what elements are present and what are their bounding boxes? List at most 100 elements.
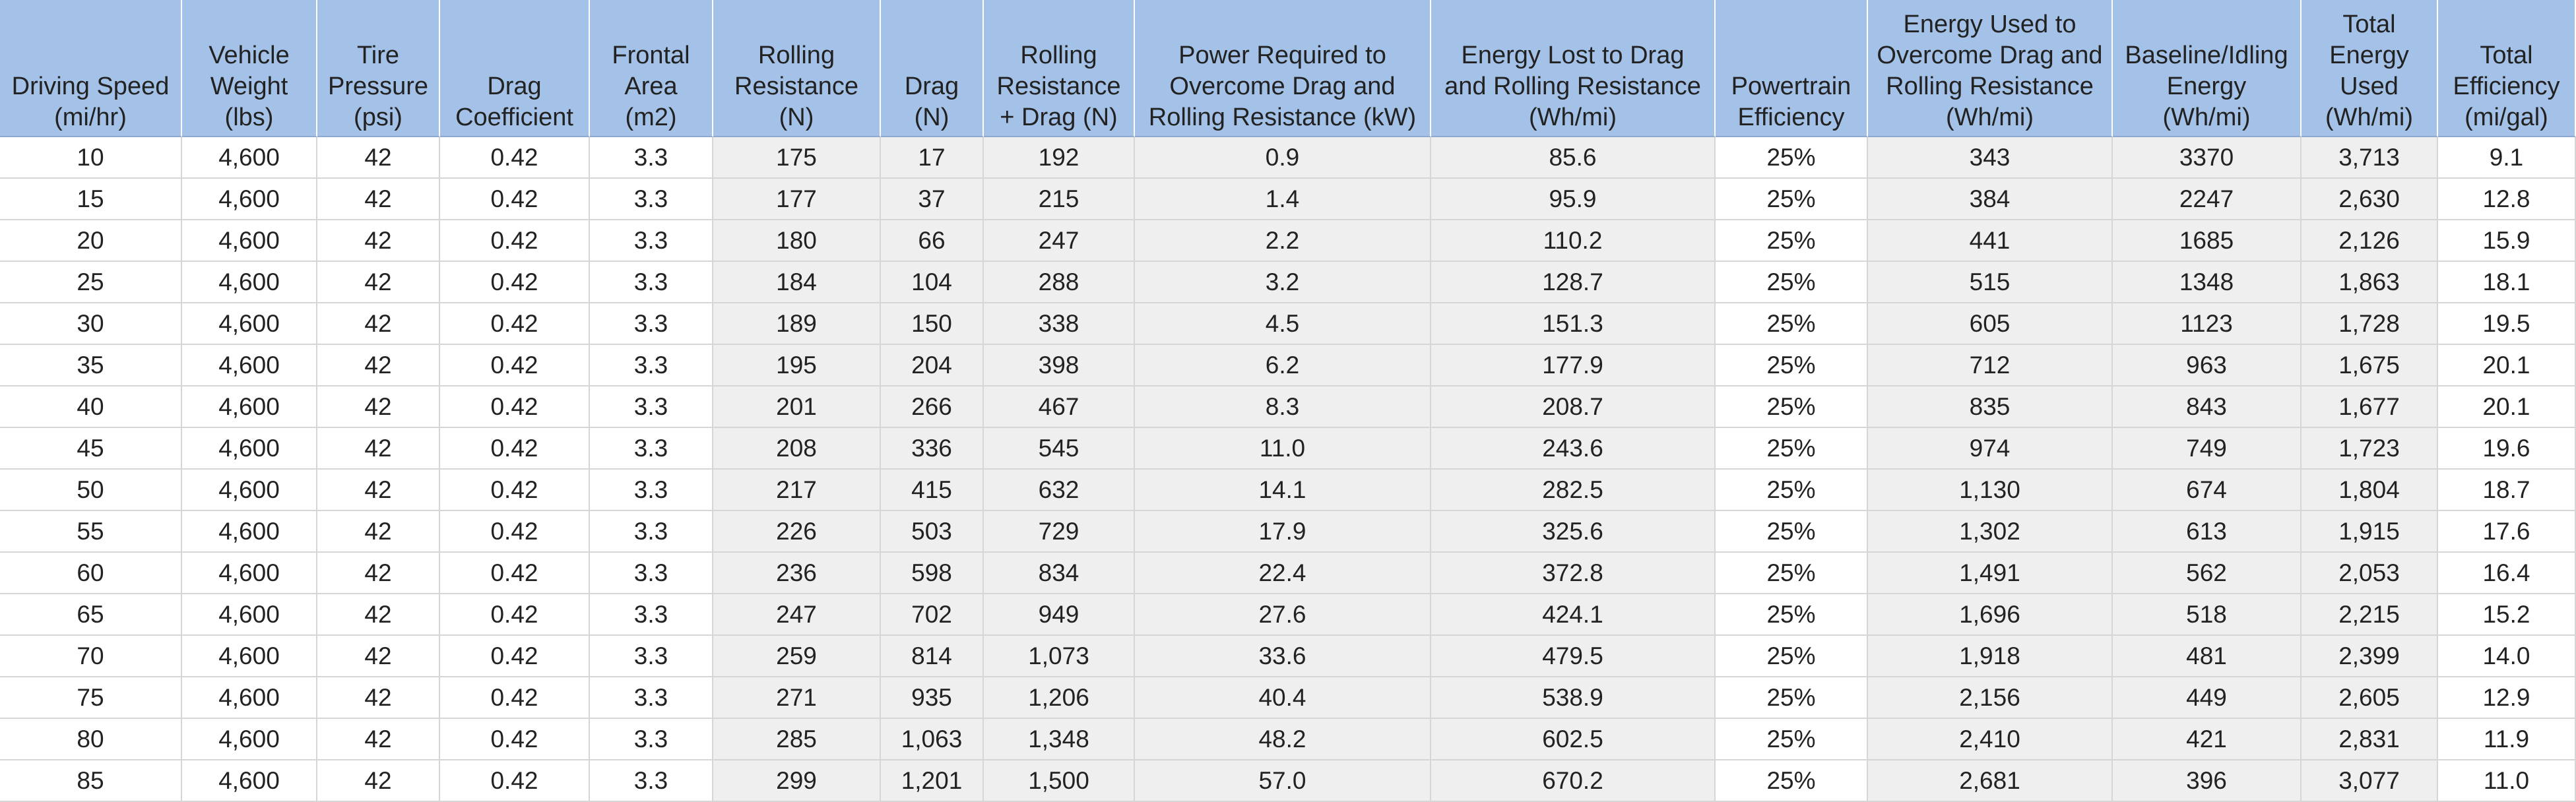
table-cell: 45 — [0, 428, 182, 470]
column-header: Drag (N) — [881, 0, 984, 137]
table-cell: 674 — [2113, 470, 2302, 511]
table-cell: 48.2 — [1135, 719, 1431, 760]
table-cell: 42 — [317, 428, 440, 470]
table-cell: 670.2 — [1431, 760, 1716, 802]
table-cell: 15.2 — [2438, 594, 2576, 636]
table-cell: 25 — [0, 262, 182, 303]
table-cell: 65 — [0, 594, 182, 636]
table-cell: 42 — [317, 220, 440, 262]
table-cell: 285 — [713, 719, 881, 760]
table-cell: 215 — [984, 179, 1135, 220]
table-cell: 10 — [0, 137, 182, 179]
header-line: Used — [2340, 73, 2399, 100]
table-cell: 25% — [1716, 719, 1868, 760]
table-cell: 42 — [317, 345, 440, 386]
table-cell: 299 — [713, 760, 881, 802]
header-line: (lbs) — [224, 104, 274, 131]
table-cell: 598 — [881, 553, 984, 594]
column-header: Rolling Resistance (N) — [713, 0, 881, 137]
table-cell: 42 — [317, 262, 440, 303]
table-cell: 189 — [713, 303, 881, 345]
table-cell: 1,675 — [2302, 345, 2438, 386]
table-cell: 14.0 — [2438, 636, 2576, 677]
table-cell: 749 — [2113, 428, 2302, 470]
table-cell: 2,410 — [1868, 719, 2113, 760]
table-cell: 4,600 — [182, 262, 317, 303]
header-line: Tire — [356, 42, 400, 69]
table-cell: 4,600 — [182, 386, 317, 428]
table-cell: 0.9 — [1135, 137, 1431, 179]
table-cell: 236 — [713, 553, 881, 594]
table-cell: 449 — [2113, 677, 2302, 719]
table-cell: 1.4 — [1135, 179, 1431, 220]
table-cell: 3.3 — [590, 470, 713, 511]
header-line: and Rolling Resistance — [1444, 73, 1701, 100]
table-cell: 4,600 — [182, 677, 317, 719]
table-cell: 1,863 — [2302, 262, 2438, 303]
table-cell: 15.9 — [2438, 220, 2576, 262]
header-line: Rolling — [757, 42, 835, 69]
table-cell: 17.6 — [2438, 511, 2576, 553]
table-cell: 4.5 — [1135, 303, 1431, 345]
header-line: Rolling Resistance — [1886, 73, 2094, 100]
header-line: Drag — [904, 73, 959, 100]
table-cell: 935 — [881, 677, 984, 719]
table-cell: 180 — [713, 220, 881, 262]
table-cell: 22.4 — [1135, 553, 1431, 594]
table-cell: 17.9 — [1135, 511, 1431, 553]
table-cell: 4,600 — [182, 220, 317, 262]
header-line: (Wh/mi) — [2325, 104, 2413, 131]
table-cell: 42 — [317, 386, 440, 428]
table-cell: 85 — [0, 760, 182, 802]
table-cell: 396 — [2113, 760, 2302, 802]
table-cell: 30 — [0, 303, 182, 345]
column-header: Vehicle Weight (lbs) — [182, 0, 317, 137]
table-cell: 3.3 — [590, 428, 713, 470]
header-line: Total — [2342, 11, 2396, 38]
table-cell: 184 — [713, 262, 881, 303]
table-cell: 11.0 — [1135, 428, 1431, 470]
table-cell: 4,600 — [182, 470, 317, 511]
table-cell: 12.8 — [2438, 179, 2576, 220]
table-cell: 12.9 — [2438, 677, 2576, 719]
table-cell: 1,918 — [1868, 636, 2113, 677]
table-cell: 42 — [317, 677, 440, 719]
header-line: (N) — [779, 104, 814, 131]
table-cell: 55 — [0, 511, 182, 553]
table-cell: 42 — [317, 511, 440, 553]
column-header: Total Energy Used (Wh/mi) — [2302, 0, 2438, 137]
table-cell: 4,600 — [182, 636, 317, 677]
table-cell: 1,696 — [1868, 594, 2113, 636]
table-cell: 4,600 — [182, 760, 317, 802]
table-cell: 481 — [2113, 636, 2302, 677]
table-cell: 60 — [0, 553, 182, 594]
table-cell: 712 — [1868, 345, 2113, 386]
table-cell: 1,201 — [881, 760, 984, 802]
table-cell: 1,500 — [984, 760, 1135, 802]
table-cell: 25% — [1716, 636, 1868, 677]
table-cell: 338 — [984, 303, 1135, 345]
table-cell: 25% — [1716, 179, 1868, 220]
header-line: Power Required to — [1178, 42, 1386, 69]
table-cell: 3.3 — [590, 137, 713, 179]
table-cell: 398 — [984, 345, 1135, 386]
table-cell: 372.8 — [1431, 553, 1716, 594]
table-cell: 11.0 — [2438, 760, 2576, 802]
table-cell: 632 — [984, 470, 1135, 511]
table-cell: 0.42 — [440, 220, 590, 262]
table-cell: 217 — [713, 470, 881, 511]
table-cell: 1,130 — [1868, 470, 2113, 511]
table-cell: 288 — [984, 262, 1135, 303]
table-cell: 40.4 — [1135, 677, 1431, 719]
table-cell: 20.1 — [2438, 345, 2576, 386]
table-cell: 4,600 — [182, 345, 317, 386]
table-cell: 1,723 — [2302, 428, 2438, 470]
header-line: + Drag (N) — [1000, 104, 1118, 131]
table-cell: 42 — [317, 636, 440, 677]
table-cell: 80 — [0, 719, 182, 760]
table-cell: 25% — [1716, 470, 1868, 511]
table-cell: 834 — [984, 553, 1135, 594]
table-cell: 1,073 — [984, 636, 1135, 677]
column-header: Frontal Area (m2) — [590, 0, 713, 137]
